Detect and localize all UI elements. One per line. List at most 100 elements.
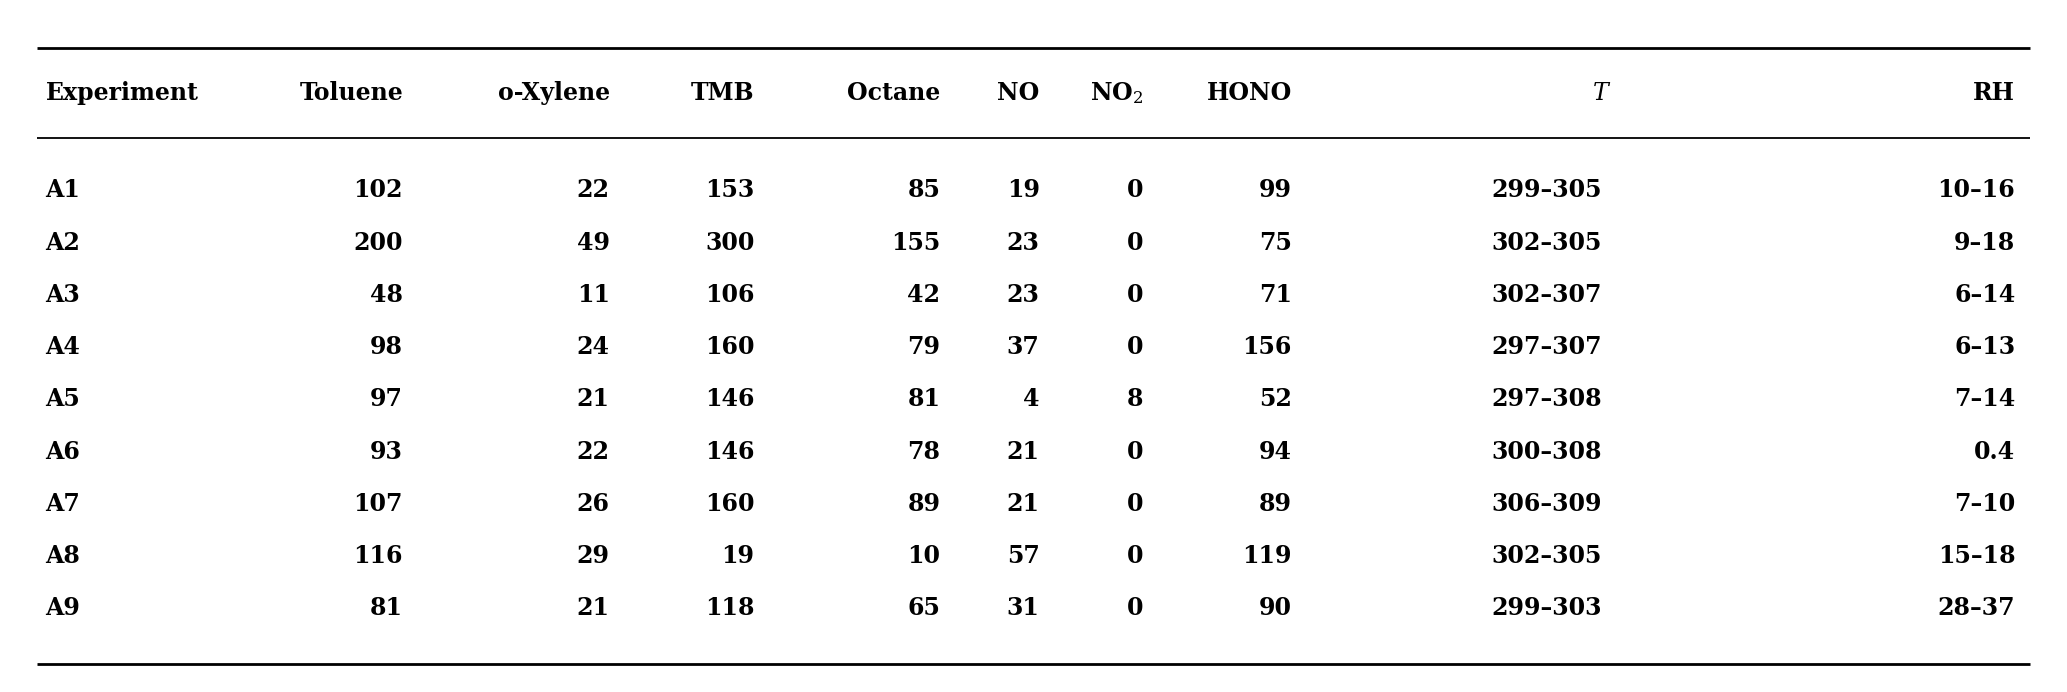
- Text: 57: 57: [1007, 544, 1040, 568]
- Text: 99: 99: [1259, 179, 1292, 202]
- Text: 4: 4: [1023, 388, 1040, 411]
- Text: 106: 106: [705, 283, 754, 307]
- Text: 21: 21: [1007, 439, 1040, 464]
- Text: 0: 0: [1127, 439, 1143, 464]
- Text: 302–305: 302–305: [1492, 230, 1602, 255]
- Text: TMB: TMB: [690, 82, 754, 105]
- Text: 49: 49: [577, 230, 610, 255]
- Text: 81: 81: [370, 597, 403, 620]
- Text: 23: 23: [1007, 283, 1040, 307]
- Text: 19: 19: [1007, 179, 1040, 202]
- Text: 0: 0: [1127, 544, 1143, 568]
- Text: 23: 23: [1007, 230, 1040, 255]
- Text: RH: RH: [1974, 82, 2015, 105]
- Text: 8: 8: [1127, 388, 1143, 411]
- Text: 300–308: 300–308: [1492, 439, 1602, 464]
- Text: Octane: Octane: [847, 82, 940, 105]
- Text: 79: 79: [907, 335, 940, 359]
- Text: 302–307: 302–307: [1492, 283, 1602, 307]
- Text: 26: 26: [577, 492, 610, 516]
- Text: 37: 37: [1007, 335, 1040, 359]
- Text: 0: 0: [1127, 335, 1143, 359]
- Text: 306–309: 306–309: [1492, 492, 1602, 516]
- Text: 200: 200: [353, 230, 403, 255]
- Text: 48: 48: [370, 283, 403, 307]
- Text: 85: 85: [907, 179, 940, 202]
- Text: 21: 21: [1007, 492, 1040, 516]
- Text: 89: 89: [1259, 492, 1292, 516]
- Text: A1: A1: [45, 179, 81, 202]
- Text: 146: 146: [705, 388, 754, 411]
- Text: 90: 90: [1259, 597, 1292, 620]
- Text: 97: 97: [370, 388, 403, 411]
- Text: 297–308: 297–308: [1490, 388, 1602, 411]
- Text: 28–37: 28–37: [1937, 597, 2015, 620]
- Text: 75: 75: [1259, 230, 1292, 255]
- Text: 93: 93: [370, 439, 403, 464]
- Text: 299–303: 299–303: [1492, 597, 1602, 620]
- Text: 302–305: 302–305: [1492, 544, 1602, 568]
- Text: 65: 65: [907, 597, 940, 620]
- Text: 21: 21: [577, 388, 610, 411]
- Text: 21: 21: [577, 597, 610, 620]
- Text: 19: 19: [721, 544, 754, 568]
- Text: NO$_2$: NO$_2$: [1089, 80, 1143, 107]
- Text: 297–307: 297–307: [1490, 335, 1602, 359]
- Text: 116: 116: [353, 544, 403, 568]
- Text: 11: 11: [577, 283, 610, 307]
- Text: A2: A2: [45, 230, 81, 255]
- Text: Toluene: Toluene: [300, 82, 403, 105]
- Text: HONO: HONO: [1207, 82, 1292, 105]
- Text: 10–16: 10–16: [1937, 179, 2015, 202]
- Text: 119: 119: [1242, 544, 1292, 568]
- Text: 0: 0: [1127, 492, 1143, 516]
- Text: 160: 160: [705, 335, 754, 359]
- Text: 94: 94: [1259, 439, 1292, 464]
- Text: 81: 81: [907, 388, 940, 411]
- Text: 146: 146: [705, 439, 754, 464]
- Text: 15–18: 15–18: [1937, 544, 2015, 568]
- Text: 52: 52: [1259, 388, 1292, 411]
- Text: $T$: $T$: [1592, 82, 1612, 105]
- Text: 118: 118: [705, 597, 754, 620]
- Text: 7–10: 7–10: [1953, 492, 2015, 516]
- Text: 78: 78: [907, 439, 940, 464]
- Text: 22: 22: [577, 439, 610, 464]
- Text: 160: 160: [705, 492, 754, 516]
- Text: 156: 156: [1242, 335, 1292, 359]
- Text: A6: A6: [45, 439, 81, 464]
- Text: 0: 0: [1127, 179, 1143, 202]
- Text: 0.4: 0.4: [1974, 439, 2015, 464]
- Text: 31: 31: [1007, 597, 1040, 620]
- Text: 155: 155: [891, 230, 940, 255]
- Text: 71: 71: [1259, 283, 1292, 307]
- Text: 6–13: 6–13: [1953, 335, 2015, 359]
- Text: 299–305: 299–305: [1492, 179, 1602, 202]
- Text: 29: 29: [577, 544, 610, 568]
- Text: A5: A5: [45, 388, 81, 411]
- Text: 42: 42: [907, 283, 940, 307]
- Text: A7: A7: [45, 492, 81, 516]
- Text: 10: 10: [907, 544, 940, 568]
- Text: A8: A8: [45, 544, 81, 568]
- Text: A9: A9: [45, 597, 81, 620]
- Text: 0: 0: [1127, 283, 1143, 307]
- Text: 98: 98: [370, 335, 403, 359]
- Text: o-Xylene: o-Xylene: [498, 82, 610, 105]
- Text: 153: 153: [705, 179, 754, 202]
- Text: NO: NO: [998, 82, 1040, 105]
- Text: 9–18: 9–18: [1953, 230, 2015, 255]
- Text: 89: 89: [907, 492, 940, 516]
- Text: 0: 0: [1127, 230, 1143, 255]
- Text: 6–14: 6–14: [1953, 283, 2015, 307]
- Text: A4: A4: [45, 335, 81, 359]
- Text: 24: 24: [577, 335, 610, 359]
- Text: A3: A3: [45, 283, 81, 307]
- Text: 22: 22: [577, 179, 610, 202]
- Text: 102: 102: [353, 179, 403, 202]
- Text: 107: 107: [353, 492, 403, 516]
- Text: 0: 0: [1127, 597, 1143, 620]
- Text: 300: 300: [705, 230, 754, 255]
- Text: 7–14: 7–14: [1953, 388, 2015, 411]
- Text: Experiment: Experiment: [45, 82, 198, 105]
